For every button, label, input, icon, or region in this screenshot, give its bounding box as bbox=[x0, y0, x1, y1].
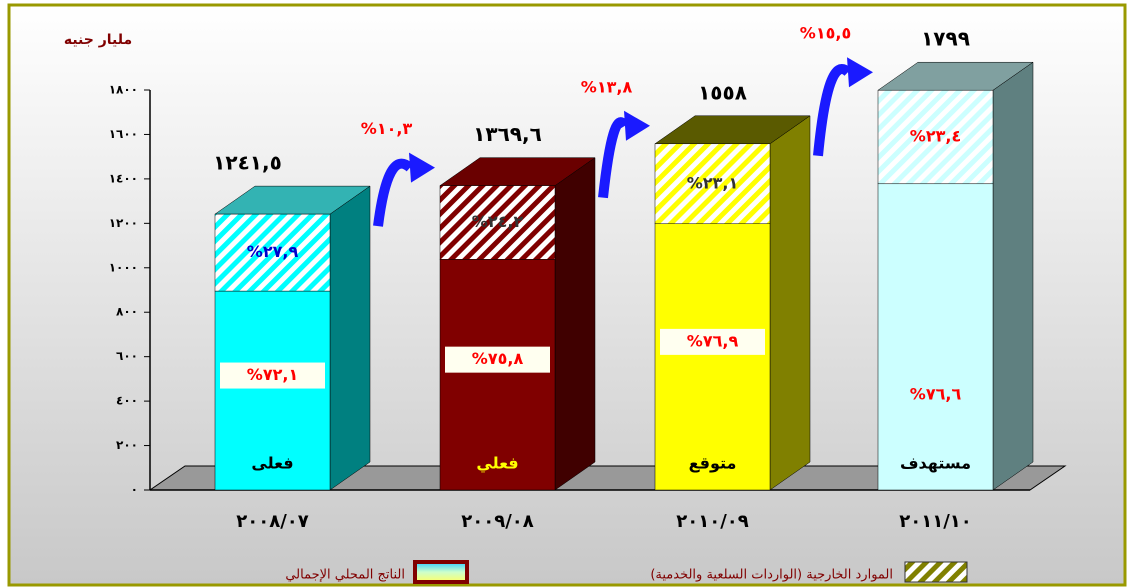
label-box bbox=[660, 328, 765, 355]
y-tick-label: ١٦٠٠ bbox=[109, 127, 138, 141]
y-tick-label: ٨٠٠ bbox=[116, 305, 138, 319]
growth-label: %١٥,٥ bbox=[800, 24, 851, 43]
bar-side bbox=[554, 157, 596, 491]
total-label: ١٥٥٨ bbox=[698, 80, 747, 104]
growth-arrow bbox=[813, 64, 852, 157]
data-label: %٢٣,١ bbox=[687, 173, 738, 192]
data-label: %٢٣,٤ bbox=[910, 126, 961, 145]
legend-swatch bbox=[413, 560, 469, 584]
data-label: %٢٧,٩ bbox=[247, 242, 299, 261]
status-label: فعلى bbox=[251, 454, 293, 473]
x-tick-label: ٢٠٠٩/٠٨ bbox=[461, 511, 534, 532]
bar bbox=[214, 185, 371, 491]
bar bbox=[439, 157, 596, 491]
label-box bbox=[445, 346, 550, 373]
y-tick-label: ١٢٠٠ bbox=[109, 216, 138, 230]
data-label: %٧٥,٨ bbox=[472, 349, 524, 368]
growth-arrow bbox=[373, 158, 414, 227]
y-tick-label: ١٨٠٠ bbox=[109, 83, 138, 97]
y-axis-label: مليار جنيه bbox=[64, 32, 132, 48]
bar-segment bbox=[214, 213, 331, 292]
legend-swatch bbox=[904, 561, 968, 583]
bar bbox=[654, 115, 811, 491]
bar-segment bbox=[877, 183, 994, 491]
bar bbox=[877, 61, 1034, 491]
legend: الناتج المحلي الإجمالي الموارد الخارجية … bbox=[285, 560, 968, 584]
bar-segment bbox=[214, 290, 331, 491]
growth-label: %١٣,٨ bbox=[581, 77, 633, 96]
x-tick-label: ٢٠٠٨/٠٧ bbox=[236, 511, 309, 532]
arrow-head bbox=[409, 152, 435, 183]
data-label: %٧٦,٩ bbox=[687, 331, 739, 350]
data-label: %٧٦,٦ bbox=[910, 385, 962, 404]
status-label: مستهدف bbox=[900, 454, 971, 473]
y-tick-label: ٢٠٠ bbox=[116, 438, 138, 452]
bar-segment bbox=[654, 223, 771, 491]
total-label: ١٢٤١,٥ bbox=[213, 151, 282, 175]
bar-segment bbox=[439, 185, 556, 260]
total-label: ١٣٦٩,٦ bbox=[473, 122, 542, 146]
x-tick-label: ٢٠١٠/٠٩ bbox=[676, 511, 749, 532]
bar-segment bbox=[654, 143, 771, 225]
growth-label: %١٠,٣ bbox=[361, 119, 413, 138]
label-box bbox=[220, 362, 325, 389]
legend-label: الموارد الخارجية (الواردات السلعية والخد… bbox=[650, 568, 893, 583]
status-label: متوقع bbox=[689, 454, 737, 473]
total-label: ١٧٩٩ bbox=[921, 27, 970, 51]
legend-label: الناتج المحلي الإجمالي bbox=[285, 568, 405, 583]
y-tick-label: ٠ bbox=[131, 483, 138, 497]
bar-segment bbox=[877, 89, 994, 185]
y-tick-label: ١٠٠٠ bbox=[109, 260, 138, 274]
arrow-head bbox=[624, 110, 650, 141]
growth-arrow bbox=[598, 117, 630, 199]
bar-side bbox=[769, 115, 811, 491]
arrow-head bbox=[847, 57, 873, 88]
data-label: %٢٤,٢ bbox=[472, 212, 524, 231]
data-label: %٧٢,١ bbox=[247, 365, 298, 384]
status-label: فعلي bbox=[476, 454, 518, 474]
y-tick-label: ١٤٠٠ bbox=[109, 171, 138, 185]
y-tick-label: ٤٠٠ bbox=[116, 394, 138, 408]
y-tick-label: ٦٠٠ bbox=[116, 349, 138, 363]
x-tick-label: ٢٠١١/١٠ bbox=[899, 511, 972, 532]
bar-segment bbox=[439, 259, 556, 491]
bar-side bbox=[329, 185, 371, 491]
bar-side bbox=[992, 61, 1034, 491]
